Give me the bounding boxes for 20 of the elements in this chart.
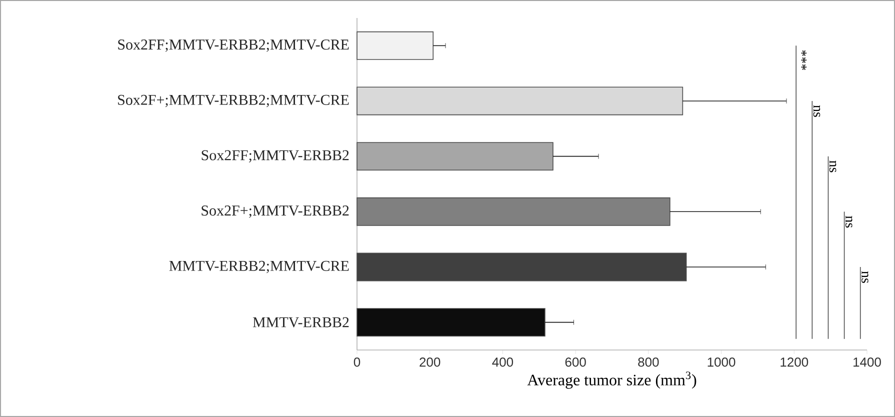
x-tick-label: 1200	[780, 358, 808, 367]
annotation: ns	[862, 271, 868, 283]
annotation: ***	[801, 50, 806, 70]
y-tick-label: Sox2F+;MMTV-ERBB2	[202, 206, 349, 218]
x-tick-label: 200	[420, 358, 440, 367]
x-tick-label: 400	[492, 358, 514, 367]
annotation: ns	[829, 160, 836, 172]
x-tick-label: 0	[354, 358, 360, 367]
y-tick-label: Sox2FF;MMTV-ERBB2	[202, 150, 349, 162]
x-tick-label: 1400	[854, 358, 881, 367]
annotation: ns	[845, 216, 852, 228]
y-tick-label: Sox2F+;MMTV-ERBB2;MMTV-CRE	[118, 94, 349, 108]
y-tick-label: Sox2FF;MMTV-ERBB2;MMTV-CRE	[118, 40, 349, 52]
y-tick-label: MMTV-ERBB2;MMTV-CRE	[169, 260, 349, 274]
x-tick-label: 600	[565, 358, 586, 367]
x-tick-label: 1000	[708, 358, 736, 367]
x-tick-label: 800	[638, 358, 659, 367]
y-tick-label: MMTV-ERBB2	[252, 317, 349, 328]
annotation: ns	[813, 105, 820, 117]
x-axis-title: Average tumor size (mm$^{3}$)	[527, 372, 696, 389]
